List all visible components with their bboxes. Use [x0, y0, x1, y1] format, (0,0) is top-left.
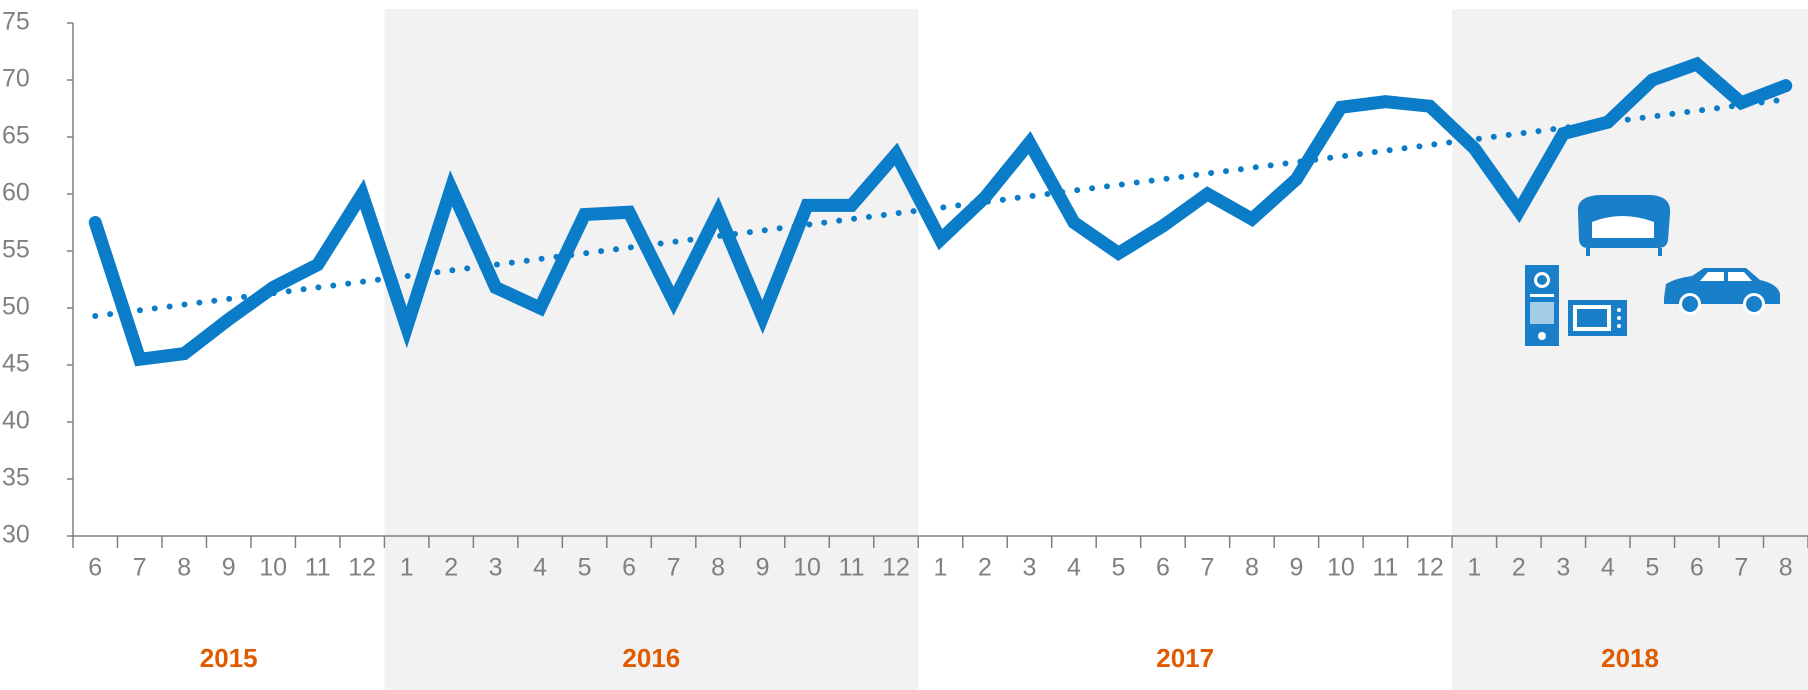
x-tick-label: 2 [1512, 554, 1526, 582]
car-icon [1664, 268, 1780, 315]
x-tick-label: 8 [1779, 554, 1793, 582]
x-tick-label: 9 [222, 554, 236, 582]
x-tick-label: 6 [88, 554, 102, 582]
y-tick-label: 75 [2, 8, 30, 36]
x-tick-label: 3 [489, 554, 503, 582]
x-tick-label: 8 [711, 554, 725, 582]
x-tick-label: 10 [793, 554, 821, 582]
y-tick-label: 60 [2, 179, 30, 207]
x-tick-label: 5 [1645, 554, 1659, 582]
y-tick-label: 45 [2, 350, 30, 378]
year-label: 2018 [1601, 643, 1659, 673]
y-tick-label: 70 [2, 65, 30, 93]
year-band [1452, 9, 1808, 690]
x-tick-label: 2 [444, 554, 458, 582]
y-tick-label: 40 [2, 407, 30, 435]
year-label: 2017 [1156, 643, 1214, 673]
x-tick-label: 9 [756, 554, 770, 582]
x-tick-label: 5 [1111, 554, 1125, 582]
x-tick-label: 11 [839, 554, 865, 582]
x-tick-label: 12 [882, 554, 910, 582]
x-tick-label: 5 [578, 554, 592, 582]
y-tick-label: 35 [2, 464, 30, 492]
x-tick-label: 4 [1067, 554, 1081, 582]
x-tick-label: 7 [1200, 554, 1214, 582]
x-tick-label: 6 [1156, 554, 1170, 582]
year-band [384, 9, 919, 690]
x-tick-label: 7 [1734, 554, 1748, 582]
x-tick-label: 9 [1289, 554, 1303, 582]
x-tick-label: 10 [259, 554, 287, 582]
y-tick-label: 55 [2, 236, 30, 264]
x-tick-label: 6 [622, 554, 636, 582]
year-label: 2016 [622, 643, 680, 673]
background [384, 9, 1808, 690]
data-line [88, 56, 1793, 367]
year-label: 2015 [200, 643, 258, 673]
x-tick-label: 7 [667, 554, 681, 582]
x-tick-label: 1 [400, 554, 414, 582]
x-tick-label: 6 [1690, 554, 1704, 582]
x-tick-label: 8 [177, 554, 191, 582]
x-tick-label: 10 [1327, 554, 1355, 582]
x-tick-label: 11 [305, 554, 331, 582]
x-tick-label: 4 [1601, 554, 1615, 582]
y-tick-label: 30 [2, 521, 30, 549]
trend-line [92, 96, 1789, 319]
x-tick-label: 1 [934, 554, 948, 582]
microwave-icon [1568, 300, 1627, 336]
x-tick-label: 8 [1245, 554, 1259, 582]
y-tick-label: 65 [2, 122, 30, 150]
x-tick-label: 7 [133, 554, 147, 582]
x-tick-label: 3 [1023, 554, 1037, 582]
sofa-icon [1577, 195, 1671, 256]
intercom-icon [1525, 265, 1559, 346]
y-tick-label: 50 [2, 293, 30, 321]
x-tick-label: 4 [533, 554, 547, 582]
x-tick-label: 2 [978, 554, 992, 582]
x-tick-label: 1 [1467, 554, 1481, 582]
x-tick-label: 3 [1556, 554, 1570, 582]
x-tick-label: 11 [1372, 554, 1398, 582]
icons [1525, 195, 1780, 346]
x-tick-label: 12 [1416, 554, 1444, 582]
x-tick-label: 12 [348, 554, 376, 582]
